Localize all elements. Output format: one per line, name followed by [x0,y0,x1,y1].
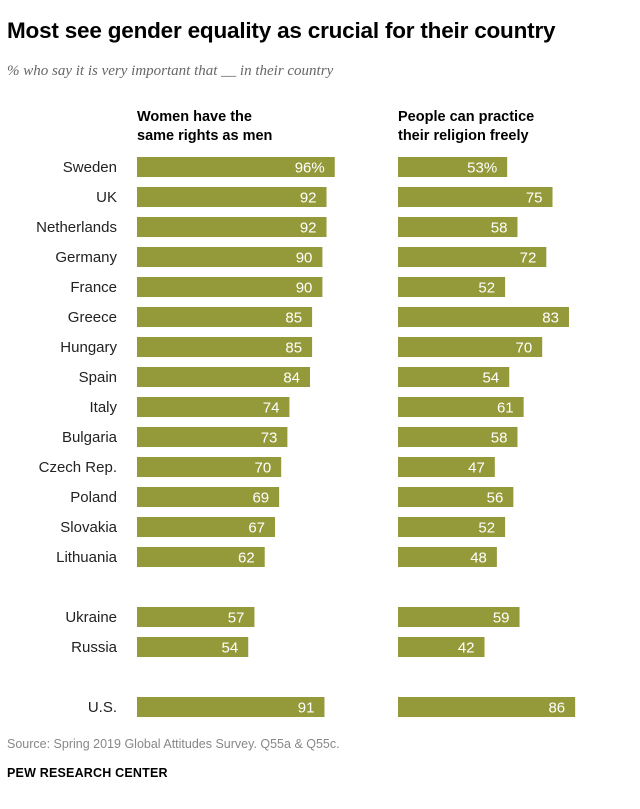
value-label-religion-poland: 56 [487,490,504,507]
category-label-lithuania: Lithuania [56,549,118,566]
bar-women-rights-russia [137,637,249,657]
value-label-women-rights-hungary: 85 [285,340,302,357]
bar-religion-poland [398,487,514,507]
category-label-netherlands: Netherlands [36,219,117,236]
category-label-uk: UK [96,189,117,206]
value-label-religion-bulgaria: 58 [491,430,508,447]
category-label-slovakia: Slovakia [60,519,117,536]
bar-women-rights-lithuania [137,547,265,567]
bar-women-rights-italy [137,397,290,417]
bar-women-rights-bulgaria [137,427,288,447]
category-label-france: France [70,279,117,296]
value-label-religion-lithuania: 48 [470,550,487,567]
bar-women-rights-u-s [137,697,325,717]
value-label-women-rights-poland: 69 [252,490,269,507]
value-label-women-rights-netherlands: 92 [300,220,317,237]
bar-women-rights-hungary [137,337,313,357]
value-label-women-rights-sweden: 96% [295,160,325,177]
category-label-sweden: Sweden [63,159,117,176]
header-line: same rights as men [137,128,273,144]
header-line: People can practice [398,109,535,125]
category-label-bulgaria: Bulgaria [62,429,118,446]
bar-religion-u-s [398,697,576,717]
bar-women-rights-greece [137,307,313,327]
value-label-women-rights-lithuania: 62 [238,550,255,567]
value-label-women-rights-germany: 90 [296,250,313,267]
value-label-religion-italy: 61 [497,400,514,417]
bar-religion-hungary [398,337,543,357]
value-label-women-rights-ukraine: 57 [228,610,245,627]
source-note: Source: Spring 2019 Global Attitudes Sur… [7,737,340,751]
value-label-women-rights-uk: 92 [300,190,317,207]
bar-women-rights-poland [137,487,280,507]
category-label-greece: Greece [68,309,117,326]
bar-women-rights-sweden [137,157,335,177]
bar-women-rights-netherlands [137,217,327,237]
bar-chart: Sweden 96% 53% UK 92 75 Netherlands 92 58 Germany… [36,157,576,717]
category-label-czech-rep: Czech Rep. [39,459,117,476]
value-label-religion-greece: 83 [542,310,559,327]
category-label-russia: Russia [71,639,118,656]
bar-women-rights-slovakia [137,517,276,537]
chart-subtitle: % who say it is very important that __ i… [7,63,334,79]
category-label-italy: Italy [89,399,117,416]
value-label-women-rights-czech-rep: 70 [255,460,272,477]
bar-women-rights-ukraine [137,607,255,627]
value-label-religion-sweden: 53% [467,160,497,177]
value-label-religion-slovakia: 52 [478,520,495,537]
value-label-religion-spain: 54 [483,370,500,387]
bar-women-rights-germany [137,247,323,267]
value-label-women-rights-greece: 85 [285,310,302,327]
bar-religion-sweden [398,157,508,177]
bar-religion-bulgaria [398,427,518,447]
category-label-ukraine: Ukraine [65,609,117,626]
category-label-germany: Germany [55,249,117,266]
bar-religion-germany [398,247,547,267]
value-label-religion-uk: 75 [526,190,543,207]
series-header-women-rights: Women have the same rights as men [137,108,272,146]
value-label-women-rights-italy: 74 [263,400,280,417]
value-label-women-rights-u-s: 91 [298,700,315,717]
value-label-religion-hungary: 70 [516,340,533,357]
bar-religion-uk [398,187,553,207]
category-label-spain: Spain [79,369,117,386]
bar-religion-czech-rep [398,457,495,477]
bar-religion-lithuania [398,547,497,567]
bar-women-rights-czech-rep [137,457,282,477]
category-label-u-s: U.S. [88,699,117,716]
header-line: their religion freely [398,128,529,144]
chart-title: Most see gender equality as crucial for … [7,18,556,43]
bar-religion-france [398,277,506,297]
value-label-religion-czech-rep: 47 [468,460,485,477]
value-label-religion-germany: 72 [520,250,537,267]
category-label-hungary: Hungary [60,339,117,356]
value-label-women-rights-slovakia: 67 [248,520,265,537]
value-label-women-rights-bulgaria: 73 [261,430,278,447]
value-label-religion-russia: 42 [458,640,475,657]
value-label-religion-netherlands: 58 [491,220,508,237]
value-label-religion-ukraine: 59 [493,610,510,627]
bar-religion-netherlands [398,217,518,237]
bar-women-rights-spain [137,367,311,387]
header-line: Women have the [137,109,252,125]
bar-religion-spain [398,367,510,387]
series-header-religion: People can practice their religion freel… [398,108,534,146]
value-label-women-rights-russia: 54 [222,640,239,657]
bar-religion-slovakia [398,517,506,537]
category-label-poland: Poland [70,489,117,506]
bar-women-rights-uk [137,187,327,207]
value-label-religion-u-s: 86 [548,700,565,717]
bar-religion-italy [398,397,524,417]
bar-religion-russia [398,637,485,657]
value-label-women-rights-spain: 84 [283,370,300,387]
value-label-religion-france: 52 [478,280,495,297]
bar-women-rights-france [137,277,323,297]
bar-religion-ukraine [398,607,520,627]
bar-religion-greece [398,307,569,327]
value-label-women-rights-france: 90 [296,280,313,297]
brand-footer: PEW RESEARCH CENTER [7,766,168,780]
